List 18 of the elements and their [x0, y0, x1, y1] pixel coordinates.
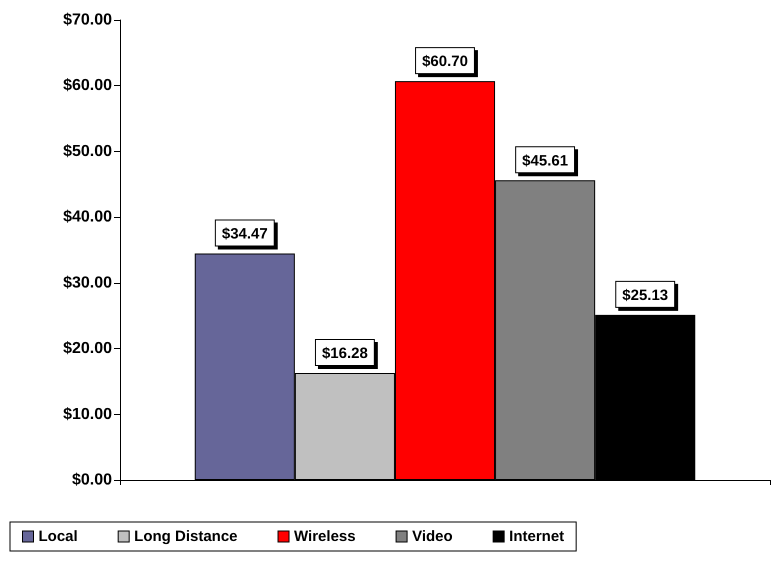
y-tick-label: $40.00	[63, 208, 112, 226]
y-tick-label: $0.00	[72, 472, 112, 488]
y-tick-label: $20.00	[63, 340, 112, 358]
legend-label: Long Distance	[134, 528, 238, 545]
data-label: $45.61	[522, 152, 568, 170]
data-label: $25.13	[622, 286, 668, 304]
y-tick-label: $30.00	[63, 274, 112, 292]
y-tick-label: $70.00	[63, 12, 112, 28]
legend-label: Wireless	[294, 528, 356, 545]
legend-label: Video	[412, 528, 453, 545]
data-label: $34.47	[222, 225, 268, 242]
legend-label: Internet	[509, 528, 564, 545]
y-tick-label: $10.00	[63, 406, 112, 423]
data-label: $60.70	[422, 53, 468, 70]
y-tick-label: $50.00	[63, 142, 112, 160]
y-tick-label: $60.00	[63, 77, 112, 94]
legend-label: Local	[38, 528, 78, 545]
data-label: $16.28	[322, 345, 368, 362]
